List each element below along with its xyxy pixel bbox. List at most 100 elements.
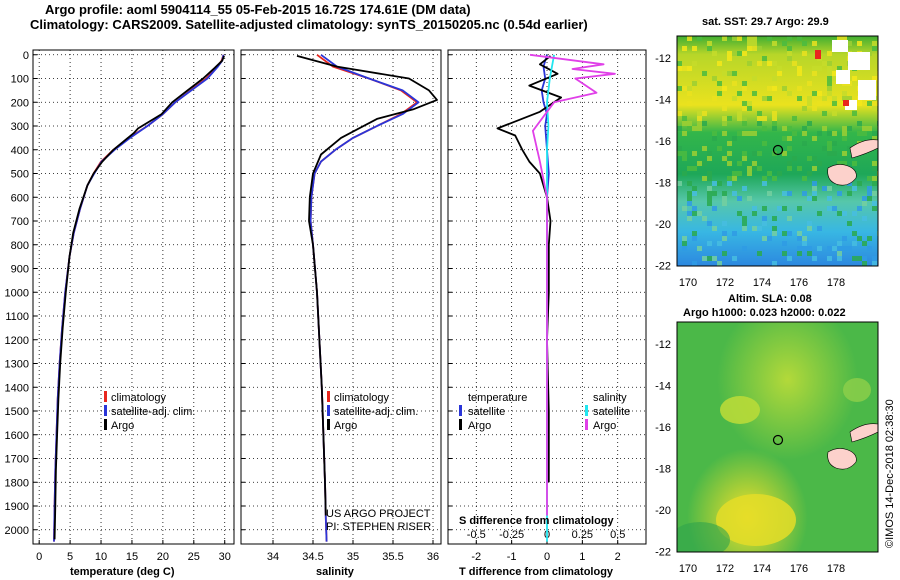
sst-pixel [687, 66, 692, 71]
sst-pixel [742, 246, 747, 251]
sst-pixel [792, 116, 797, 121]
sst-pixel [812, 106, 817, 111]
sst-pixel [752, 206, 757, 211]
temperature-legend: climatology satellite-adj. clim. Argo [104, 391, 195, 432]
depth-tick-label: 100 [11, 74, 29, 86]
x-tick-label: 0 [544, 551, 550, 563]
sst-pixel [847, 221, 852, 226]
sst-pixel [802, 191, 807, 196]
legend-s-argo: Argo [593, 420, 616, 432]
sst-pixel [682, 121, 687, 126]
depth-tick-label: 700 [11, 216, 29, 228]
sst-pixel [752, 91, 757, 96]
sst-pixel [812, 136, 817, 141]
sst-pixel [802, 246, 807, 251]
x-tick-label: 30 [219, 551, 231, 563]
sst-pixel [807, 196, 812, 201]
sst-pixel [857, 41, 862, 46]
sla-map: Altim. SLA: 0.08 Argo h1000: 0.023 h2000… [655, 293, 879, 575]
sst-pixel [827, 196, 832, 201]
sst-pixel [867, 186, 872, 191]
lat-tick-label: -20 [655, 219, 671, 231]
sst-pixel [707, 186, 712, 191]
sst-pixel [697, 211, 702, 216]
sst-pixel [797, 236, 802, 241]
sst-pixel [827, 61, 832, 66]
sst-pixel [842, 156, 847, 161]
sst-pixel [852, 111, 857, 116]
sst-pixel [812, 156, 817, 161]
sst-pixel [687, 191, 692, 196]
t-difference-tick-labels: -2 -1 0 1 2 [471, 551, 620, 563]
sst-pixel [682, 46, 687, 51]
sst-pixel [827, 151, 832, 156]
s-tick-label: -0.25 [499, 529, 524, 541]
sst-pixel [872, 76, 877, 81]
sst-pixel [772, 226, 777, 231]
sst-pixel [772, 116, 777, 121]
sst-pixel [687, 201, 692, 206]
sst-pixel [812, 181, 817, 186]
sst-pixel [847, 126, 852, 131]
sst-pixel [812, 66, 817, 71]
sst-pixel [757, 46, 762, 51]
sst-pixel [842, 161, 847, 166]
sst-pixel [737, 211, 742, 216]
sst-pixel [827, 146, 832, 151]
sst-pixel [772, 41, 777, 46]
temperature-axis-label: temperature (deg C) [70, 566, 175, 578]
sst-pixel [682, 236, 687, 241]
sst-pixel [702, 216, 707, 221]
sst-pixel [782, 251, 787, 256]
depth-tick-label: 900 [11, 264, 29, 276]
sst-pixel [712, 256, 717, 261]
lat-tick-label: -18 [655, 178, 671, 190]
sst-pixel [732, 191, 737, 196]
sst-pixel [807, 156, 812, 161]
sst-pixel [842, 96, 847, 101]
depth-tick-label: 1000 [5, 287, 29, 299]
sst-pixel [702, 111, 707, 116]
sst-pixel [822, 186, 827, 191]
sst-pixel [857, 101, 862, 106]
depth-tick-label: 1900 [5, 501, 29, 513]
sst-pixel [822, 61, 827, 66]
sst-pixel [857, 181, 862, 186]
sst-pixel [692, 211, 697, 216]
sst-pixel [722, 231, 727, 236]
sst-pixel [867, 196, 872, 201]
sst-pixel [737, 36, 742, 41]
sst-pixel [832, 76, 837, 81]
sst-pixel [712, 191, 717, 196]
sst-pixel [807, 81, 812, 86]
legend-salinity-title: salinity [593, 392, 627, 404]
depth-tick-label: 500 [11, 169, 29, 181]
sst-pixel [772, 261, 777, 266]
sst-pixel [747, 61, 752, 66]
salinity-grid [241, 50, 441, 544]
sst-pixel [737, 111, 742, 116]
sst-pixel [682, 246, 687, 251]
legend-climatology: climatology [111, 392, 167, 404]
difference-grid [448, 50, 646, 544]
sst-pixel [732, 36, 737, 41]
sst-pixel [827, 76, 832, 81]
x-tick-label: 20 [157, 551, 169, 563]
sst-pixel [692, 186, 697, 191]
sst-pixel [777, 171, 782, 176]
sst-pixel [712, 51, 717, 56]
sst-pixel [827, 86, 832, 91]
sst-pixel [867, 101, 872, 106]
sst-pixel [707, 196, 712, 201]
sst-pixel [852, 256, 857, 261]
depth-tick-label: 200 [11, 97, 29, 109]
argo-float-marker-sla [772, 434, 784, 446]
sst-pixel [732, 71, 737, 76]
depth-tick-label: 300 [11, 121, 29, 133]
sst-pixel [682, 241, 687, 246]
sst-pixel [842, 211, 847, 216]
sst-pixel [772, 61, 777, 66]
sst-pixel [722, 221, 727, 226]
lat-tick-label: -16 [655, 422, 671, 434]
sst-pixel [707, 171, 712, 176]
